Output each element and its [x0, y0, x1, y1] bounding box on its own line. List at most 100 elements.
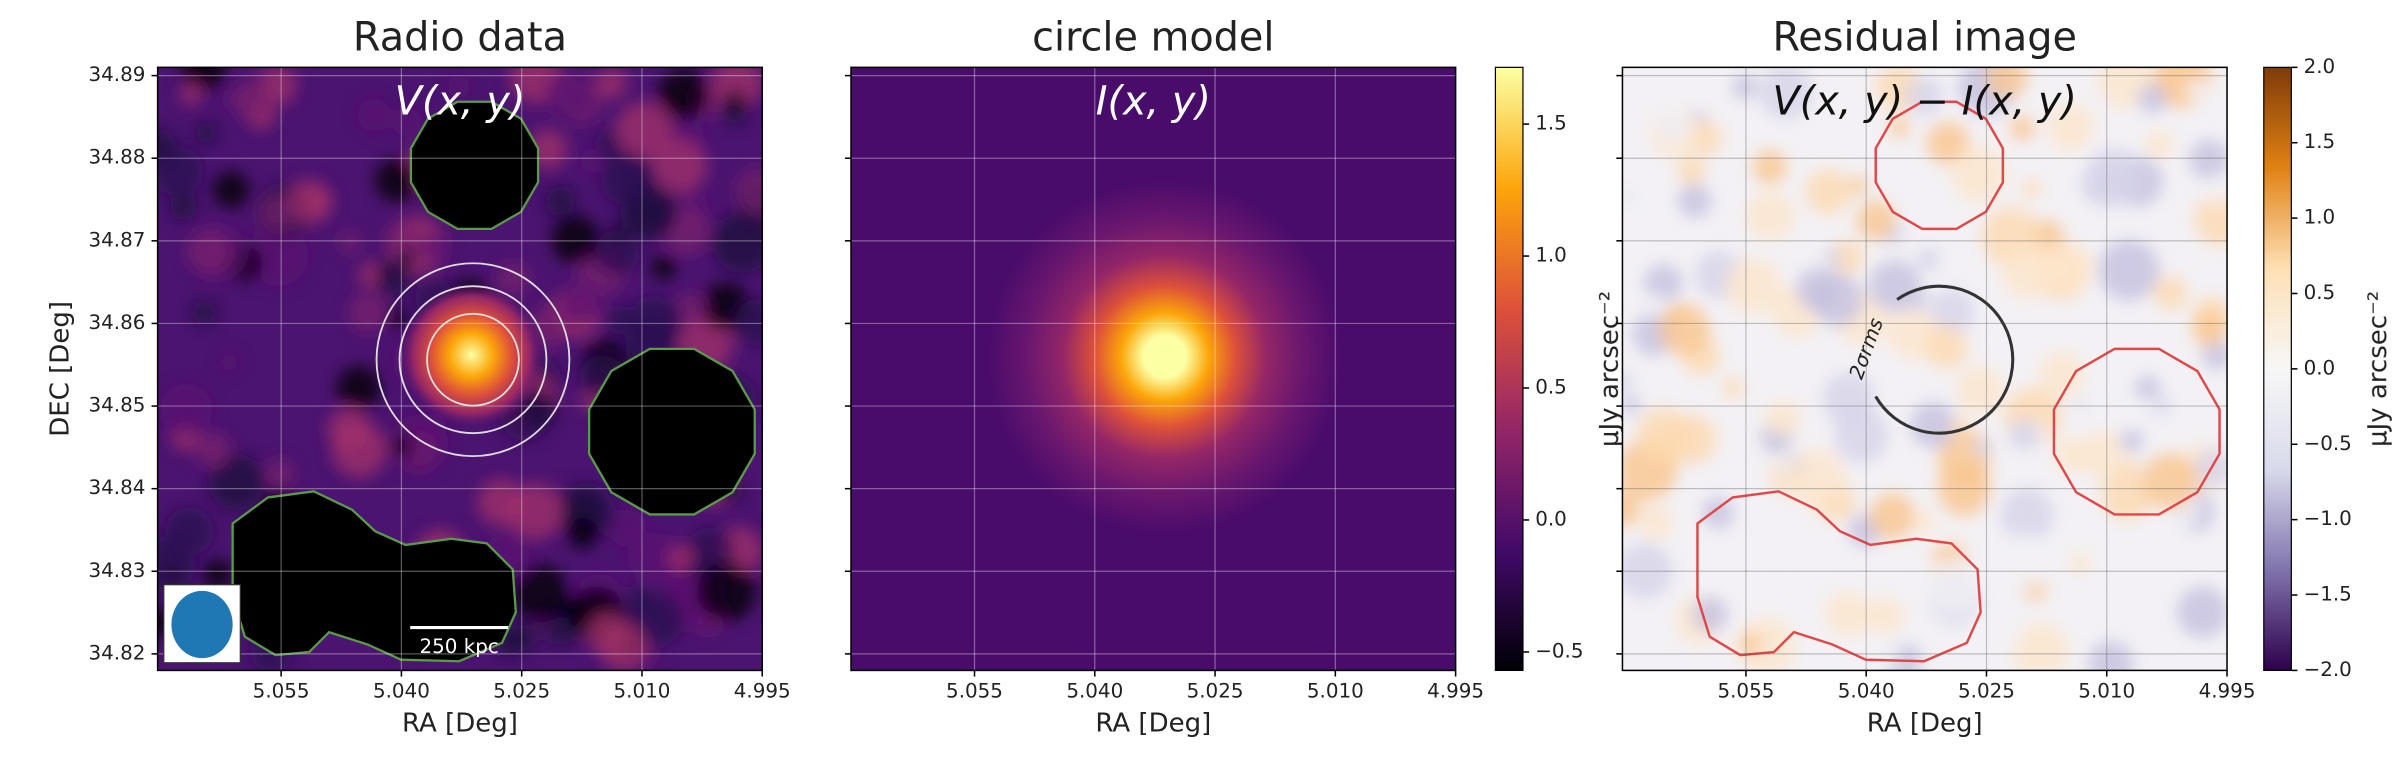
panel-title: Residual image [1772, 14, 2077, 60]
axes-frame [1621, 66, 2228, 672]
x-tick-label: 5.055 [253, 679, 310, 702]
mask [587, 347, 756, 516]
noise-blob [179, 82, 203, 106]
noise-blob [1701, 497, 1734, 529]
mask [231, 490, 517, 663]
colorbar-tick-label: −1.5 [2304, 583, 2352, 606]
noise-blob [192, 300, 218, 326]
noise-blob [711, 67, 763, 109]
noise-blob [157, 146, 204, 197]
noise-blob [1745, 190, 1795, 240]
noise-blob [735, 168, 763, 215]
noise-blob [1643, 264, 1683, 303]
noise-blob [1955, 647, 1978, 669]
noise-blob [1622, 543, 1673, 600]
noise-blob [2194, 191, 2228, 247]
noise-blob [1738, 632, 1762, 656]
noise-blob [212, 171, 250, 209]
noise-blob [1912, 510, 1936, 534]
noise-blob [160, 383, 213, 436]
x-tick-label: 5.055 [946, 679, 1003, 702]
noise-blob [387, 307, 409, 329]
noise-blob [711, 212, 763, 274]
noise-blob [1967, 603, 2022, 658]
annotation: I(x, y) [1096, 79, 1211, 125]
noise-blob [186, 229, 232, 275]
x-tick-label: 5.025 [1187, 679, 1244, 702]
x-tick-label: 5.040 [1066, 679, 1123, 702]
noise-blob [496, 262, 529, 296]
noise-blob [1951, 146, 2008, 203]
colorbar-tick-label: 1.0 [1535, 244, 1567, 267]
noise-blob [1622, 491, 1641, 527]
noise-blob [596, 67, 628, 99]
noise-blob [1999, 487, 2054, 542]
panel-title: circle model [1032, 14, 1274, 60]
noise-blob [627, 532, 679, 584]
x-tick-label: 5.025 [1958, 679, 2015, 702]
noise-blob [374, 158, 419, 203]
noise-blob [1824, 591, 1871, 638]
noise-blob [2134, 375, 2161, 401]
x-axis-label: RA [Deg] [1867, 708, 1983, 738]
colorbar-tick-label: 0.5 [1535, 376, 1567, 399]
noise-blob [580, 148, 605, 173]
mask-outline [1874, 100, 2005, 231]
noise-blob [2009, 116, 2035, 142]
panel: 250 kpc V(x, y) 5.055 5.040 5.025 5.010 4.995 3… [46, 14, 791, 738]
colorbar-tick-label: −0.5 [1535, 639, 1583, 662]
noise-blob [558, 279, 604, 324]
noise-blob [560, 487, 605, 532]
noise-blob [1752, 150, 1788, 185]
noise-blob [667, 544, 695, 572]
noise-blob [1622, 184, 1654, 223]
noise-blob [1659, 304, 1711, 356]
noise-blob [2007, 418, 2040, 451]
noise-blob [1622, 371, 1633, 393]
noise-blob [594, 229, 640, 276]
image: 250 kpc V(x, y) [157, 67, 763, 671]
x-tick-label: 5.055 [1717, 679, 1774, 702]
noise-blob [1636, 407, 1693, 464]
noise-blob [1655, 107, 1692, 144]
axes-frame [156, 66, 764, 672]
noise-blob [2144, 130, 2174, 159]
noise-blob [1926, 121, 1970, 165]
noise-blob [1692, 596, 1728, 633]
noise-blob [2054, 437, 2089, 473]
noise-blob [2021, 179, 2041, 198]
noise-blob [1869, 493, 1916, 540]
noise-blob [2185, 78, 2210, 103]
beam [171, 590, 233, 659]
noise-blob [385, 221, 420, 256]
x-tick-label: 5.010 [614, 679, 671, 702]
noise-blob [195, 431, 231, 468]
colorbar-tick-label: 1.5 [1535, 112, 1567, 135]
noise-blob [605, 305, 635, 335]
noise-blob [2189, 139, 2228, 181]
mask [409, 100, 540, 231]
noise-blob [231, 79, 271, 119]
noise-blob [1849, 175, 1868, 195]
noise-blob [2140, 452, 2198, 510]
noise-blob [1764, 400, 1801, 437]
noise-blob [2077, 431, 2125, 479]
noise-blob [398, 247, 417, 267]
noise-blob [393, 108, 422, 137]
mask-outline [1696, 490, 1982, 663]
noise-blob [651, 255, 677, 281]
noise-blob [336, 365, 382, 411]
mask-outline [2052, 347, 2221, 516]
noise-blob [1856, 200, 1897, 241]
noise-blob [609, 509, 647, 547]
y-tick-label: 34.84 [89, 476, 146, 499]
noise-blob [1989, 452, 2009, 473]
noise-blob [2192, 311, 2227, 347]
x-tick-label: 5.010 [1307, 679, 1364, 702]
noise-blob [265, 459, 295, 489]
colorbar-tick-label: 0.5 [2304, 281, 2336, 304]
noise-blob [2137, 83, 2168, 114]
aperture [398, 285, 548, 435]
